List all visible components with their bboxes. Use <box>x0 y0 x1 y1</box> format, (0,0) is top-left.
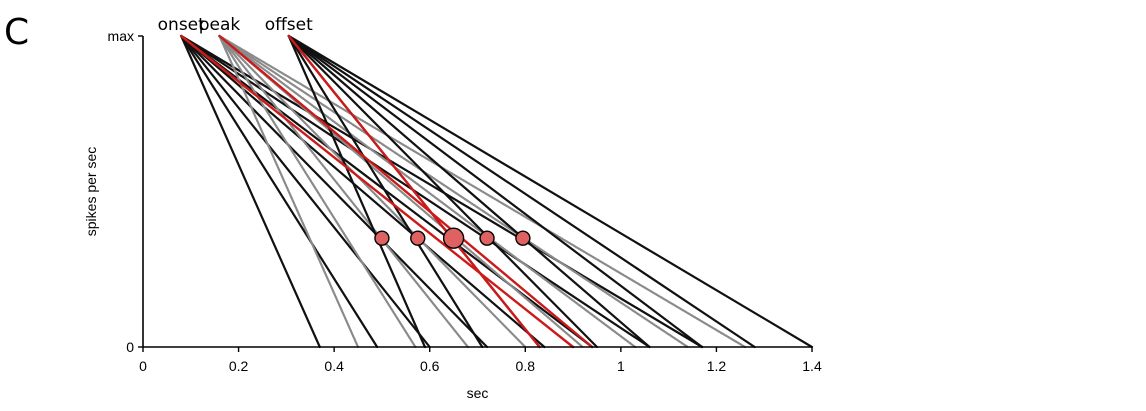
panel-letter: C <box>4 12 29 53</box>
series-line-offset <box>287 34 484 349</box>
crossing-marker <box>479 230 495 246</box>
y-tick-label: max <box>108 28 134 44</box>
series-line-offset <box>287 34 599 349</box>
series-line-offset <box>287 34 756 349</box>
series-line-offset-highlighted <box>287 34 541 349</box>
x-tick-label: 1.4 <box>802 358 822 374</box>
x-tick-label: 0.2 <box>229 358 249 374</box>
origin-label-peak: peak <box>199 15 241 35</box>
series-line-onset <box>180 34 489 349</box>
series-line-peak <box>218 34 470 349</box>
series-line-peak-highlighted <box>218 34 594 349</box>
y-axis-title: spikes per sec <box>83 147 99 236</box>
series-line-offset <box>287 34 704 349</box>
series-line-onset <box>180 34 546 349</box>
crossing-marker <box>410 230 426 246</box>
x-tick-label: 1.2 <box>707 358 727 374</box>
origin-label-offset: offset <box>265 15 313 35</box>
x-tick-label: 0.4 <box>324 358 344 374</box>
series-line-onset <box>180 34 431 349</box>
series-line-onset-highlighted <box>180 34 575 349</box>
x-tick-label: 0.8 <box>516 358 536 374</box>
crossing-marker <box>515 230 531 246</box>
y-axis-ticks: 0 max <box>108 28 143 355</box>
series-line-offset <box>287 34 814 349</box>
series-line-peak <box>218 34 637 349</box>
y-tick-label: 0 <box>126 339 134 355</box>
series-line-peak <box>218 34 689 349</box>
highlighted-series-lines <box>180 34 594 349</box>
series-line-onset <box>180 34 379 349</box>
x-tick-label: 0.6 <box>420 358 440 374</box>
crossing-marker <box>374 230 390 246</box>
series-line-peak <box>218 34 527 349</box>
x-axis-title: sec <box>467 385 489 401</box>
x-tick-label: 1 <box>617 358 625 374</box>
series-line-peak <box>218 34 417 349</box>
origin-label-onset: onset <box>158 15 205 35</box>
series-line-peak <box>218 34 747 349</box>
crossing-marker-large <box>442 227 465 249</box>
crossing-markers <box>374 227 531 249</box>
series-line-offset <box>287 34 651 349</box>
x-tick-label: 0 <box>139 358 147 374</box>
series-line-peak <box>218 34 360 349</box>
series-line-onset <box>180 34 321 349</box>
x-axis-ticks: 0 0.2 0.4 0.6 0.8 1 1.2 1.4 <box>139 347 822 374</box>
series-line-offset <box>287 34 427 349</box>
